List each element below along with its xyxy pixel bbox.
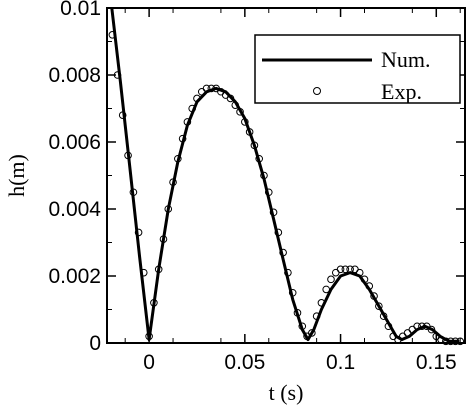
data-point-exp (260, 171, 268, 180)
y-tick-label: 0.008 (48, 64, 101, 87)
data-point-exp (113, 71, 122, 79)
data-point-exp (346, 265, 354, 274)
plot-frame (106, 7, 466, 344)
data-point-exp (226, 94, 235, 103)
data-point-exp (134, 228, 143, 237)
data-point-exp (456, 337, 465, 346)
data-point-exp (164, 205, 173, 213)
data-point-exp (379, 312, 388, 321)
legend-box (254, 34, 461, 104)
y-tick-label: 0.004 (48, 198, 101, 221)
data-point-exp (169, 178, 177, 186)
legend-label-num: Num. (381, 47, 431, 72)
data-point-exp (193, 94, 201, 103)
data-point-exp (279, 248, 287, 257)
data-point-exp (451, 337, 460, 346)
data-point-exp (197, 87, 206, 96)
data-point-exp (202, 84, 211, 93)
data-point-exp (331, 268, 340, 277)
data-point-exp (336, 265, 345, 274)
data-point-exp (327, 275, 335, 284)
data-point-exp (207, 84, 216, 93)
data-point-exp (108, 31, 117, 39)
data-point-exp (269, 208, 278, 217)
data-point-exp (274, 228, 283, 237)
data-point-exp (178, 134, 187, 143)
data-point-exp (413, 322, 421, 331)
y-tick-label: 0.006 (48, 131, 101, 154)
data-point-exp (293, 309, 302, 317)
data-point-exp (341, 265, 350, 274)
data-point-exp (384, 322, 393, 331)
legend: Num. Exp. (254, 34, 461, 104)
data-point-exp (139, 268, 148, 277)
y-tick-label: 0 (89, 332, 101, 355)
data-point-exp (231, 101, 240, 109)
data-point-exp (188, 104, 196, 113)
data-point-exp (322, 285, 331, 294)
data-point-exp (255, 154, 263, 163)
data-point-exp (129, 188, 138, 197)
data-point-exp (264, 188, 273, 197)
x-axis-label: t (s) (269, 380, 304, 405)
data-point-exp (154, 265, 163, 274)
data-point-exp (288, 288, 297, 297)
x-tick-label: 0.1 (326, 351, 355, 374)
data-point-exp (150, 299, 158, 307)
y-tick-label: 0.01 (60, 0, 101, 20)
data-point-exp (427, 325, 436, 334)
data-point-exp (174, 154, 182, 163)
data-point-exp (284, 268, 292, 277)
data-point-exp (308, 329, 316, 337)
data-point-exp (124, 151, 132, 160)
data-point-exp (418, 322, 426, 331)
data-point-exp (159, 235, 168, 243)
data-point-exp (298, 322, 307, 331)
data-point-exp (245, 128, 254, 136)
data-point-exp (403, 329, 412, 337)
data-point-exp (312, 312, 321, 321)
x-tick-label: 0 (143, 351, 155, 374)
data-point-exp (375, 302, 383, 310)
data-point-exp (241, 118, 249, 126)
legend-label-exp: Exp. (381, 79, 422, 104)
data-point-exp (118, 111, 127, 119)
data-point-exp (446, 337, 455, 346)
data-point-exp (183, 118, 192, 126)
data-point-exp (355, 268, 364, 277)
data-point-exp (360, 275, 369, 284)
x-tick-label: 0.15 (416, 351, 457, 374)
y-tick-label: 0.002 (48, 265, 101, 288)
data-point-exp (370, 292, 378, 300)
x-axis-ticks: 0 0.05 0.1 0.15 (124, 8, 461, 374)
data-point-exp (351, 265, 359, 274)
y-axis-label: h(m) (4, 154, 29, 197)
series-layer (108, 7, 465, 346)
data-point-exp (145, 332, 153, 341)
x-tick-label: 0.05 (224, 351, 265, 374)
data-point-exp (236, 108, 244, 116)
legend-marker-swatch (313, 87, 321, 95)
data-point-exp (317, 299, 326, 307)
data-point-exp (250, 141, 259, 150)
data-point-exp (365, 282, 374, 290)
data-point-exp (442, 337, 450, 346)
